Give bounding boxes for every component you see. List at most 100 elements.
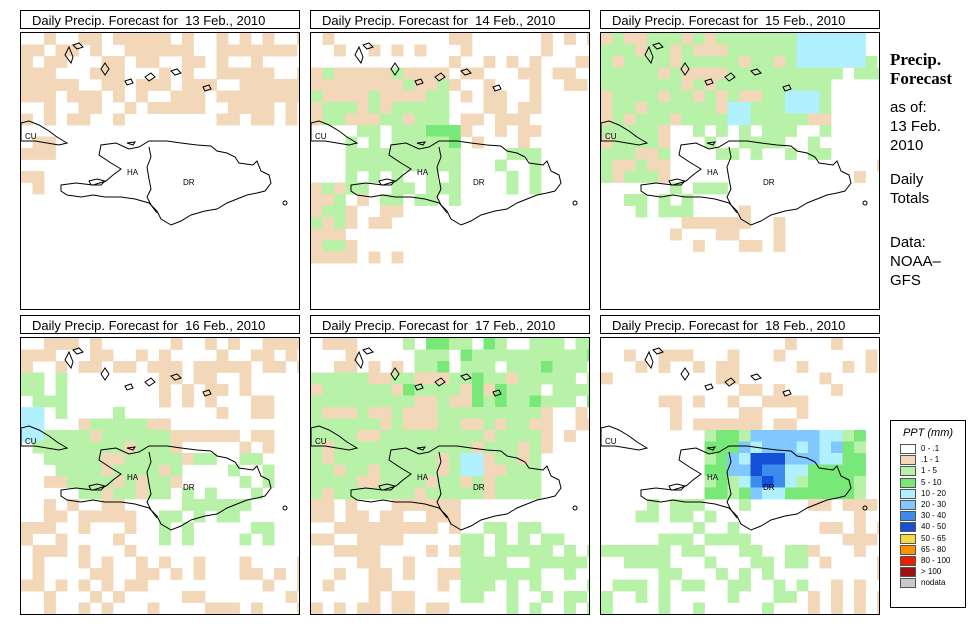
precip-cell bbox=[693, 395, 705, 408]
precip-cell bbox=[345, 217, 358, 229]
data-source-text: Data: NOAA– GFS bbox=[890, 233, 941, 290]
precip-cell bbox=[391, 510, 404, 523]
country-label: DR bbox=[183, 483, 195, 492]
precip-cell bbox=[32, 441, 45, 454]
precip-cell bbox=[182, 90, 194, 103]
precip-cell bbox=[727, 418, 740, 431]
precip-cell bbox=[472, 464, 484, 477]
precip-cell bbox=[44, 67, 56, 80]
precip-cell bbox=[693, 240, 705, 252]
precip-cell bbox=[334, 602, 346, 614]
precip-cell bbox=[762, 33, 774, 45]
precip-cell bbox=[205, 338, 217, 350]
legend-swatch bbox=[900, 555, 916, 566]
precip-cell bbox=[357, 487, 369, 500]
precip-cell bbox=[147, 79, 160, 91]
precip-cell bbox=[693, 90, 705, 103]
precip-cell bbox=[21, 533, 33, 546]
precip-cell bbox=[704, 90, 717, 103]
precip-cell bbox=[147, 361, 160, 373]
precip-cell bbox=[124, 545, 137, 557]
precip-cell bbox=[727, 487, 740, 500]
precip-cell bbox=[495, 395, 507, 408]
precip-cell bbox=[541, 44, 553, 57]
coastline bbox=[414, 78, 424, 86]
precip-cell bbox=[564, 372, 576, 385]
precip-cell bbox=[147, 441, 160, 454]
precip-cell bbox=[113, 407, 125, 419]
precip-cell bbox=[78, 545, 91, 557]
precip-cell bbox=[693, 418, 705, 431]
precip-cell bbox=[21, 79, 33, 91]
precip-cell bbox=[391, 90, 404, 103]
precip-cell bbox=[391, 182, 404, 195]
precip-cell bbox=[518, 372, 530, 385]
precip-cell bbox=[635, 67, 648, 80]
precip-cell bbox=[831, 33, 843, 45]
precip-cell bbox=[437, 372, 450, 385]
precip-cell bbox=[460, 395, 473, 408]
precip-cell bbox=[506, 395, 519, 408]
precip-cell bbox=[113, 510, 125, 523]
legend-swatch bbox=[900, 499, 916, 510]
precip-cell bbox=[426, 194, 438, 206]
coastline bbox=[390, 62, 400, 76]
precip-cell bbox=[345, 148, 358, 160]
precip-cell bbox=[403, 67, 415, 80]
precip-cell bbox=[391, 384, 404, 396]
precip-cell bbox=[449, 171, 461, 183]
precip-cell bbox=[670, 56, 682, 68]
precip-cell bbox=[44, 476, 56, 488]
precip-cell bbox=[681, 510, 694, 523]
precip-cell bbox=[785, 44, 797, 57]
precip-cell bbox=[228, 102, 240, 114]
precip-cell bbox=[658, 591, 671, 603]
precip-cell bbox=[32, 384, 45, 396]
precip-cell bbox=[693, 522, 705, 534]
coastline bbox=[434, 377, 446, 387]
precip-cell bbox=[808, 79, 820, 91]
precip-cell bbox=[426, 522, 438, 534]
precip-cell bbox=[819, 44, 832, 57]
precip-cell bbox=[842, 533, 855, 546]
precip-cell bbox=[541, 33, 553, 45]
precip-cell bbox=[518, 67, 530, 80]
precip-cell bbox=[368, 395, 381, 408]
precip-cell bbox=[716, 372, 728, 385]
precip-cell bbox=[368, 533, 381, 546]
precip-cell bbox=[564, 384, 576, 396]
precip-cell bbox=[842, 44, 855, 57]
precip-cell bbox=[796, 464, 809, 477]
precip-cell bbox=[311, 205, 323, 218]
precip-cell bbox=[67, 79, 79, 91]
coastline bbox=[460, 373, 472, 381]
precip-cell bbox=[182, 453, 194, 465]
precip-cell bbox=[437, 395, 450, 408]
precip-cell bbox=[739, 44, 751, 57]
precip-cell bbox=[529, 384, 542, 396]
precip-cell bbox=[529, 361, 542, 373]
precip-cell bbox=[495, 556, 507, 569]
precip-cell bbox=[391, 602, 404, 614]
precip-cell bbox=[612, 171, 625, 183]
precip-cell bbox=[124, 361, 137, 373]
precip-cell bbox=[635, 205, 648, 218]
precip-cell bbox=[90, 568, 102, 580]
precip-cell bbox=[32, 418, 45, 431]
legend-label: 30 - 40 bbox=[921, 511, 946, 521]
precip-cell bbox=[391, 499, 404, 511]
precip-cell bbox=[472, 556, 484, 569]
precip-cell bbox=[472, 384, 484, 396]
precip-cell bbox=[228, 430, 240, 442]
precip-cell bbox=[552, 372, 565, 385]
precip-cell bbox=[274, 568, 286, 580]
precip-cell bbox=[647, 79, 659, 91]
precip-cell bbox=[750, 102, 763, 114]
precip-cell bbox=[624, 194, 636, 206]
precip-cell bbox=[658, 194, 671, 206]
precip-cell bbox=[693, 217, 705, 229]
precip-cell bbox=[380, 407, 392, 419]
precip-cell bbox=[182, 33, 194, 45]
precip-cell bbox=[831, 384, 843, 396]
precip-cell bbox=[854, 591, 866, 603]
